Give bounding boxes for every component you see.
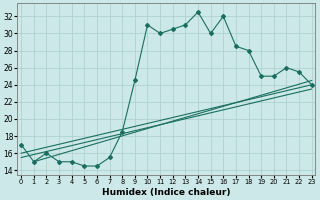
X-axis label: Humidex (Indice chaleur): Humidex (Indice chaleur) [102, 188, 231, 197]
